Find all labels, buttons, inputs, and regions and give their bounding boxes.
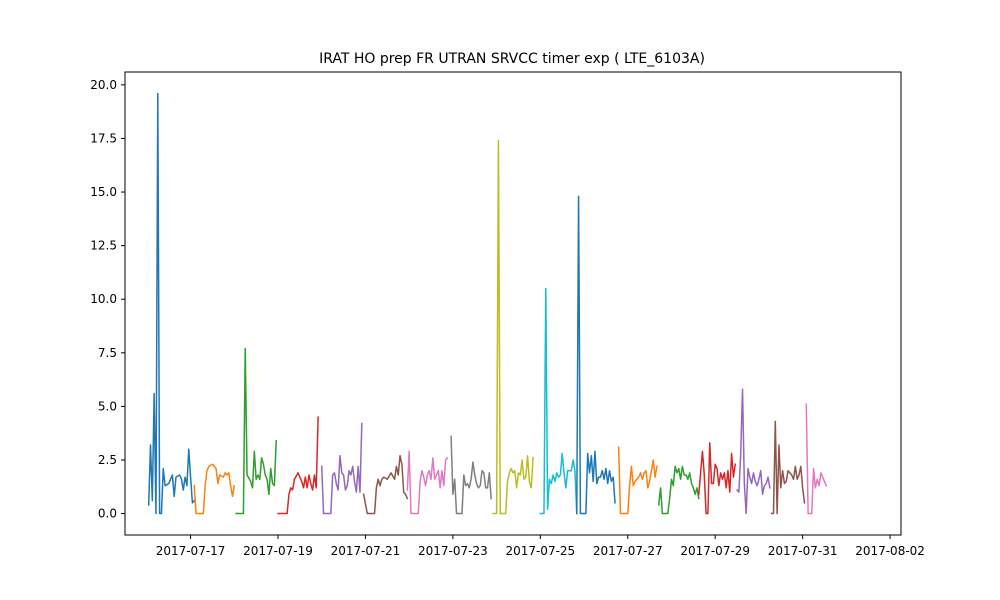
series-line-13	[657, 465, 700, 515]
x-tick-label: 2017-07-29	[680, 544, 750, 558]
series-line-3	[235, 347, 277, 515]
x-axis: 2017-07-17 2017-07-19 2017-07-21 2017-07-23…	[156, 535, 925, 558]
y-tick-label: 10.0	[90, 292, 117, 306]
series-line-11	[576, 195, 616, 515]
x-tick-label: 2017-07-25	[505, 544, 575, 558]
x-tick-label: 2017-07-17	[156, 544, 226, 558]
series-line-5	[320, 422, 363, 515]
y-tick-label: 20.0	[90, 78, 117, 92]
x-tick-label: 2017-07-31	[768, 544, 838, 558]
series-line-6	[362, 454, 409, 515]
y-tick-label: 7.5	[98, 346, 117, 360]
x-tick-label: 2017-07-27	[593, 544, 663, 558]
x-tick-label: 2017-07-21	[331, 544, 401, 558]
series-line-7	[406, 450, 449, 515]
plot-frame	[124, 71, 902, 536]
series-line-9	[492, 139, 534, 515]
series-line-2	[193, 463, 236, 515]
y-tick-label: 0.0	[98, 507, 117, 521]
y-axis: 0.0 2.5 5.0 7.5 10.0 12.5 15.0 17.5 20.0	[90, 78, 125, 521]
x-tick-label: 2017-07-19	[243, 544, 313, 558]
series-line-10	[539, 287, 578, 515]
series-line-1	[147, 92, 196, 515]
x-tick-label: 2017-07-23	[418, 544, 488, 558]
y-tick-label: 12.5	[90, 239, 117, 253]
series-layer	[147, 92, 828, 515]
x-tick-label: 2017-08-02	[855, 544, 925, 558]
series-line-16	[770, 420, 806, 515]
series-line-8	[450, 435, 492, 515]
y-tick-label: 17.5	[90, 131, 117, 145]
series-line-4	[277, 416, 319, 515]
chart-title: IRAT HO prep FR UTRAN SRVCC timer exp ( …	[319, 51, 705, 67]
series-line-17	[805, 403, 828, 515]
y-tick-label: 15.0	[90, 185, 117, 199]
series-line-14	[697, 442, 737, 515]
series-line-12	[617, 446, 658, 515]
y-tick-label: 2.5	[98, 453, 117, 467]
y-tick-label: 5.0	[98, 399, 117, 413]
series-line-15	[736, 388, 771, 515]
